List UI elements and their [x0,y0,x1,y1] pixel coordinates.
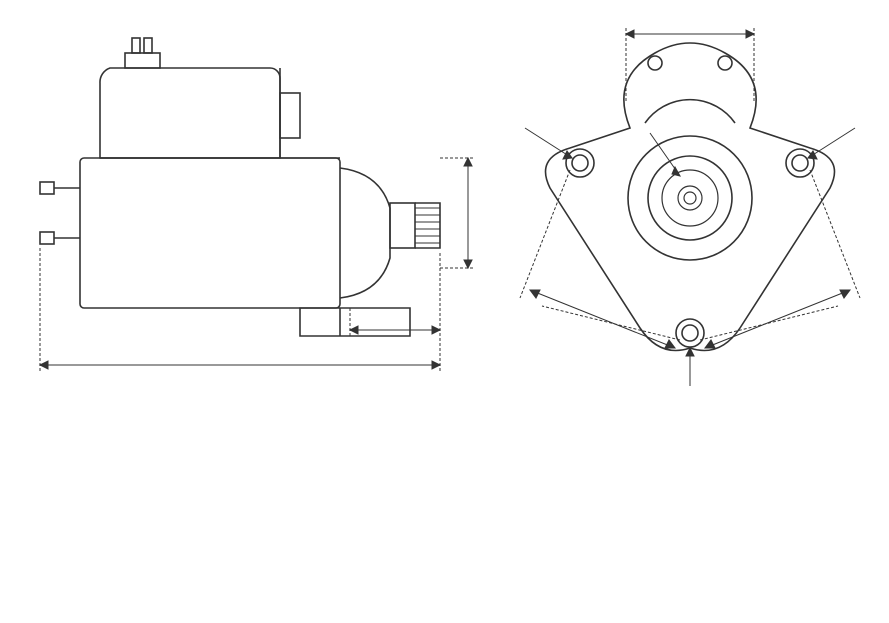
side-view-drawing [20,8,480,400]
side-view-svg [20,8,480,398]
diagram-area [0,0,889,400]
front-view-drawing [480,8,889,400]
front-view-svg [480,8,889,408]
